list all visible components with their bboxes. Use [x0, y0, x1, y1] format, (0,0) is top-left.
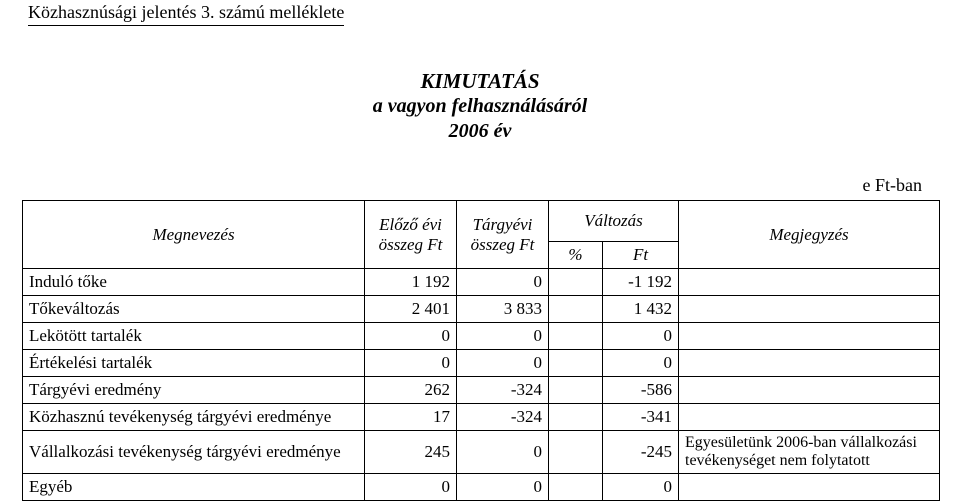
- row-curr: 0: [457, 269, 549, 296]
- col-header-prev: Előző évi összeg Ft: [365, 201, 457, 269]
- col-header-note: Megjegyzés: [679, 201, 940, 269]
- row-name: Induló tőke: [23, 269, 365, 296]
- col-header-name: Megnevezés: [23, 201, 365, 269]
- row-change-pct: [549, 474, 603, 501]
- row-curr: 0: [457, 431, 549, 474]
- row-note: [679, 404, 940, 431]
- row-name: Tárgyévi eredmény: [23, 377, 365, 404]
- row-note: [679, 350, 940, 377]
- unit-label: e Ft-ban: [863, 175, 922, 196]
- row-change-ft: -341: [603, 404, 679, 431]
- title-line-1: KIMUTATÁS: [0, 68, 960, 94]
- row-prev: 262: [365, 377, 457, 404]
- row-note: Egyesületünk 2006-ban vállalkozási tevék…: [679, 431, 940, 474]
- title-line-3: 2006 év: [0, 119, 960, 144]
- row-curr: -324: [457, 404, 549, 431]
- table-row: Egyéb000: [23, 474, 940, 501]
- col-header-change: Változás: [549, 201, 679, 242]
- row-name: Tőkeváltozás: [23, 296, 365, 323]
- document-header: Közhasznúsági jelentés 3. számú mellékle…: [28, 2, 344, 26]
- row-change-pct: [549, 431, 603, 474]
- table-body: Induló tőke1 1920-1 192Tőkeváltozás2 401…: [23, 269, 940, 501]
- row-change-ft: 0: [603, 350, 679, 377]
- row-change-pct: [549, 269, 603, 296]
- row-note: [679, 377, 940, 404]
- row-prev: 245: [365, 431, 457, 474]
- row-prev: 0: [365, 474, 457, 501]
- row-prev: 1 192: [365, 269, 457, 296]
- table-row: Lekötött tartalék000: [23, 323, 940, 350]
- table-row: Induló tőke1 1920 -1 192: [23, 269, 940, 296]
- row-name: Lekötött tartalék: [23, 323, 365, 350]
- assets-table: Megnevezés Előző évi összeg Ft Tárgyévi …: [22, 200, 940, 501]
- col-header-change-ft: Ft: [603, 242, 679, 269]
- row-change-ft: 0: [603, 474, 679, 501]
- table-row: Tárgyévi eredmény262-324 -586: [23, 377, 940, 404]
- table-row: Értékelési tartalék000: [23, 350, 940, 377]
- row-note: [679, 323, 940, 350]
- row-change-pct: [549, 323, 603, 350]
- row-note: [679, 269, 940, 296]
- row-prev: 17: [365, 404, 457, 431]
- row-name: Közhasznú tevékenység tárgyévi eredménye: [23, 404, 365, 431]
- row-name: Egyéb: [23, 474, 365, 501]
- row-prev: 0: [365, 350, 457, 377]
- row-name: Értékelési tartalék: [23, 350, 365, 377]
- row-change-ft: -1 192: [603, 269, 679, 296]
- col-header-change-pct: %: [549, 242, 603, 269]
- row-name: Vállalkozási tevékenység tárgyévi eredmé…: [23, 431, 365, 474]
- title-block: KIMUTATÁS a vagyon felhasználásáról 2006…: [0, 68, 960, 144]
- row-curr: 0: [457, 474, 549, 501]
- row-curr: 3 833: [457, 296, 549, 323]
- row-change-pct: [549, 350, 603, 377]
- row-change-pct: [549, 404, 603, 431]
- row-note: [679, 296, 940, 323]
- row-change-pct: [549, 377, 603, 404]
- row-change-ft: -586: [603, 377, 679, 404]
- col-header-curr: Tárgyévi összeg Ft: [457, 201, 549, 269]
- title-line-2: a vagyon felhasználásáról: [0, 94, 960, 119]
- row-prev: 0: [365, 323, 457, 350]
- row-change-ft: -245: [603, 431, 679, 474]
- table-row: Tőkeváltozás2 4013 833 1 432: [23, 296, 940, 323]
- row-note: [679, 474, 940, 501]
- row-change-ft: 1 432: [603, 296, 679, 323]
- row-change-ft: 0: [603, 323, 679, 350]
- table-row: Vállalkozási tevékenység tárgyévi eredmé…: [23, 431, 940, 474]
- row-change-pct: [549, 296, 603, 323]
- row-curr: 0: [457, 350, 549, 377]
- row-prev: 2 401: [365, 296, 457, 323]
- row-curr: 0: [457, 323, 549, 350]
- table-row: Közhasznú tevékenység tárgyévi eredménye…: [23, 404, 940, 431]
- row-curr: -324: [457, 377, 549, 404]
